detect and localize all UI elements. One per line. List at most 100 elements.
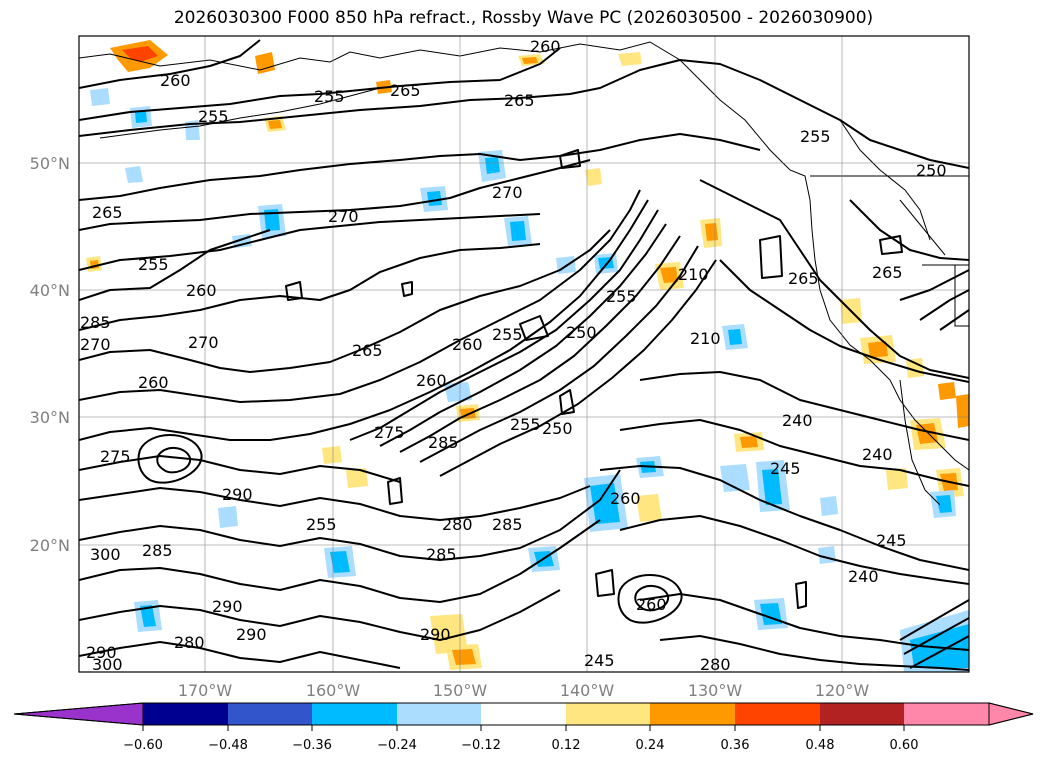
lat-label: 20°N: [30, 536, 70, 555]
lat-label: 40°N: [30, 281, 70, 300]
contour-label: 260: [610, 489, 641, 508]
colorbar-tick-label: −0.24: [377, 738, 417, 753]
contour-label: 265: [872, 263, 903, 282]
contour-label: 290: [86, 643, 117, 662]
contour-label: 265: [352, 341, 383, 360]
colorbar-segment: [820, 703, 904, 725]
contour-label: 280: [700, 655, 731, 674]
contour-label: 210: [690, 329, 721, 348]
contour-label: 255: [510, 415, 541, 434]
colorbar-segment: [481, 703, 566, 725]
colorbar-ticks: [142, 725, 905, 731]
contour-label: 285: [492, 515, 523, 534]
lon-label: 120°W: [815, 681, 870, 700]
contour-label: 240: [848, 567, 879, 586]
colorbar-tick-label: −0.60: [123, 738, 163, 753]
lon-label: 130°W: [688, 681, 743, 700]
colorbar-segment: [228, 703, 312, 725]
contour-label: 255: [138, 255, 169, 274]
contour-labels: 260 255 255 265 265 260 255 250 265 270 …: [80, 37, 947, 674]
contour-label: 260: [416, 371, 447, 390]
contour-label: 260: [530, 37, 561, 56]
contour-label: 255: [606, 287, 637, 306]
colorbar-segment: [904, 703, 989, 725]
colorbar-segment: [735, 703, 820, 725]
lon-label: 160°W: [306, 681, 361, 700]
colorbar-labels: −0.60 −0.48 −0.36 −0.24 −0.12 0.12 0.24 …: [123, 738, 918, 753]
contour-label: 245: [876, 531, 907, 550]
lat-label: 50°N: [30, 154, 70, 173]
contour-label: 275: [100, 447, 131, 466]
contour-label: 265: [92, 203, 123, 222]
colorbar-segment: [397, 703, 481, 725]
contour-label: 255: [492, 325, 523, 344]
contour-label: 285: [426, 545, 457, 564]
contour-label: 265: [390, 81, 421, 100]
contour-label: 210: [678, 265, 709, 284]
contour-label: 260: [186, 281, 217, 300]
colorbar-segment: [312, 703, 397, 725]
contour-label: 270: [188, 333, 219, 352]
colorbar-tick-label: 0.24: [636, 738, 665, 753]
contour-label: 250: [566, 323, 597, 342]
colorbar-tick-label: 0.48: [806, 738, 835, 753]
coastlines: [79, 41, 969, 506]
colorbar-tick-label: 0.60: [890, 738, 919, 753]
contour-label: 255: [800, 127, 831, 146]
contour-label: 285: [428, 433, 459, 452]
refractivity-contours: [79, 39, 969, 671]
contour-label: 285: [142, 541, 173, 560]
colorbar-extend-low: [13, 702, 144, 726]
colorbar-tick-label: −0.36: [292, 738, 332, 753]
colorbar-tick-label: −0.48: [208, 738, 248, 753]
colorbar-segments: [143, 703, 989, 725]
gridlines: [79, 36, 969, 672]
contour-label: 290: [236, 625, 267, 644]
contour-label: 300: [90, 545, 121, 564]
contour-label: 265: [504, 91, 535, 110]
colorbar: −0.60 −0.48 −0.36 −0.24 −0.12 0.12 0.24 …: [13, 702, 1034, 753]
contour-label: 260: [452, 335, 483, 354]
contour-label: 245: [584, 651, 615, 670]
map-title: 2026030300 F000 850 hPa refract., Rossby…: [173, 8, 874, 28]
contour-label: 255: [306, 515, 337, 534]
colorbar-tick-label: 0.12: [552, 738, 581, 753]
contour-label: 265: [788, 269, 819, 288]
lat-label: 30°N: [30, 408, 70, 427]
map-frame: [78, 35, 970, 673]
longitude-labels: 170°W 160°W 150°W 140°W 130°W 120°W: [178, 681, 870, 700]
contour-label: 260: [160, 71, 191, 90]
colorbar-tick-label: 0.36: [721, 738, 750, 753]
contour-label: 290: [222, 485, 253, 504]
contour-label: 270: [492, 183, 523, 202]
colorbar-tick-label: −0.12: [461, 738, 501, 753]
contour-label: 255: [314, 87, 345, 106]
contour-label: 245: [770, 459, 801, 478]
colorbar-segment: [566, 703, 650, 725]
contour-label: 290: [420, 625, 451, 644]
contour-label: 240: [862, 445, 893, 464]
lon-label: 150°W: [433, 681, 488, 700]
lon-label: 140°W: [560, 681, 615, 700]
latitude-labels: 50°N 40°N 30°N 20°N: [30, 154, 70, 555]
contour-label: 255: [198, 107, 229, 126]
contour-label: 270: [328, 207, 359, 226]
contour-label: 300: [92, 655, 123, 674]
lon-label: 170°W: [178, 681, 233, 700]
contour-label: 250: [916, 161, 947, 180]
contour-label: 280: [174, 633, 205, 652]
contour-label: 260: [138, 373, 169, 392]
contour-label: 290: [212, 597, 243, 616]
contour-label: 275: [374, 423, 405, 442]
anomaly-shading: [86, 40, 969, 672]
colorbar-outline: [13, 702, 1034, 726]
contour-label: 240: [782, 411, 813, 430]
colorbar-segment: [650, 703, 735, 725]
colorbar-extend-high: [988, 702, 1034, 726]
contour-label: 285: [80, 313, 111, 332]
map-area: 260 255 255 265 265 260 255 250 265 270 …: [79, 36, 969, 674]
contour-label: 270: [80, 335, 111, 354]
contour-label: 250: [542, 419, 573, 438]
contour-label: 280: [442, 515, 473, 534]
